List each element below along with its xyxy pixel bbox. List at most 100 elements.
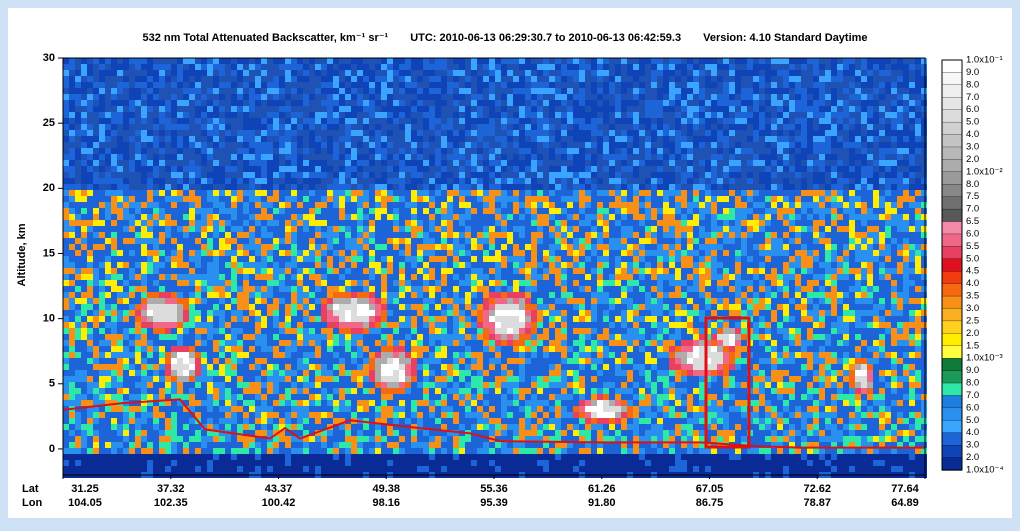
backscatter-cell bbox=[231, 166, 237, 172]
backscatter-cell bbox=[387, 196, 393, 202]
backscatter-cell bbox=[153, 244, 159, 250]
backscatter-cell bbox=[87, 178, 93, 184]
backscatter-cell bbox=[273, 196, 279, 202]
backscatter-cell bbox=[201, 166, 207, 172]
backscatter-cell bbox=[321, 376, 327, 382]
backscatter-cell bbox=[237, 280, 243, 286]
backscatter-cell bbox=[453, 130, 459, 136]
backscatter-cell bbox=[381, 334, 387, 340]
backscatter-cell bbox=[75, 88, 81, 94]
backscatter-cell bbox=[363, 304, 369, 310]
backscatter-cell bbox=[225, 172, 231, 178]
backscatter-cell bbox=[309, 106, 315, 112]
backscatter-cell bbox=[285, 316, 291, 322]
backscatter-cell bbox=[63, 112, 69, 118]
backscatter-cell bbox=[135, 388, 141, 394]
backscatter-cell bbox=[459, 118, 465, 124]
backscatter-cell bbox=[69, 430, 75, 436]
backscatter-cell bbox=[447, 76, 453, 82]
backscatter-cell bbox=[129, 268, 135, 274]
backscatter-cell bbox=[357, 304, 363, 310]
backscatter-cell bbox=[87, 436, 93, 442]
backscatter-cell bbox=[153, 430, 159, 436]
backscatter-cell bbox=[141, 310, 147, 316]
backscatter-cell bbox=[183, 328, 189, 334]
backscatter-cell bbox=[141, 358, 147, 364]
backscatter-cell bbox=[369, 148, 375, 154]
backscatter-cell bbox=[249, 160, 255, 166]
backscatter-cell bbox=[63, 58, 69, 64]
backscatter-cell bbox=[291, 184, 297, 190]
backscatter-cell bbox=[381, 88, 387, 94]
backscatter-cell bbox=[375, 196, 381, 202]
backscatter-cell bbox=[81, 322, 87, 328]
backscatter-cell bbox=[81, 64, 87, 70]
backscatter-cell bbox=[165, 196, 171, 202]
backscatter-cell bbox=[81, 160, 87, 166]
backscatter-cell bbox=[225, 286, 231, 292]
backscatter-cell bbox=[171, 112, 177, 118]
backscatter-cell bbox=[123, 298, 129, 304]
backscatter-cell bbox=[477, 238, 483, 244]
backscatter-cell bbox=[411, 406, 417, 412]
backscatter-cell bbox=[429, 142, 435, 148]
backscatter-cell bbox=[351, 262, 357, 268]
backscatter-cell bbox=[411, 448, 417, 454]
backscatter-cell bbox=[219, 274, 225, 280]
backscatter-cell bbox=[177, 298, 183, 304]
backscatter-cell bbox=[441, 250, 447, 256]
backscatter-cell bbox=[447, 88, 453, 94]
backscatter-cell bbox=[315, 166, 321, 172]
backscatter-cell bbox=[255, 184, 261, 190]
backscatter-cell bbox=[423, 352, 429, 358]
backscatter-cell bbox=[225, 160, 231, 166]
backscatter-cell bbox=[93, 298, 99, 304]
backscatter-cell bbox=[267, 256, 273, 262]
backscatter-cell bbox=[309, 190, 315, 196]
backscatter-cell bbox=[483, 190, 489, 196]
backscatter-cell bbox=[459, 178, 465, 184]
backscatter-cell bbox=[309, 76, 315, 82]
backscatter-cell bbox=[105, 466, 111, 472]
backscatter-cell bbox=[123, 250, 129, 256]
backscatter-cell bbox=[81, 358, 87, 364]
backscatter-cell bbox=[399, 286, 405, 292]
backscatter-cell bbox=[159, 346, 165, 352]
backscatter-cell bbox=[165, 292, 171, 298]
backscatter-cell bbox=[183, 424, 189, 430]
backscatter-cell bbox=[69, 88, 75, 94]
backscatter-cell bbox=[345, 298, 351, 304]
backscatter-cell bbox=[315, 244, 321, 250]
backscatter-cell bbox=[117, 466, 123, 472]
backscatter-cell bbox=[147, 310, 153, 316]
backscatter-cell bbox=[81, 466, 87, 472]
backscatter-cell bbox=[297, 148, 303, 154]
backscatter-cell bbox=[339, 364, 345, 370]
backscatter-cell bbox=[297, 220, 303, 226]
backscatter-cell bbox=[177, 454, 183, 460]
backscatter-cell bbox=[159, 358, 165, 364]
backscatter-cell bbox=[219, 442, 225, 448]
backscatter-cell bbox=[267, 358, 273, 364]
backscatter-cell bbox=[459, 460, 465, 466]
backscatter-cell bbox=[147, 106, 153, 112]
backscatter-cell bbox=[261, 106, 267, 112]
backscatter-cell bbox=[333, 352, 339, 358]
backscatter-cell bbox=[465, 100, 471, 106]
backscatter-cell bbox=[267, 292, 273, 298]
backscatter-cell bbox=[165, 166, 171, 172]
backscatter-cell bbox=[255, 166, 261, 172]
backscatter-cell bbox=[291, 136, 297, 142]
backscatter-cell bbox=[117, 364, 123, 370]
backscatter-cell bbox=[393, 322, 399, 328]
backscatter-cell bbox=[165, 304, 171, 310]
backscatter-cell bbox=[423, 358, 429, 364]
backscatter-cell bbox=[141, 184, 147, 190]
backscatter-cell bbox=[69, 208, 75, 214]
backscatter-cell bbox=[483, 298, 489, 304]
backscatter-cell bbox=[111, 418, 117, 424]
backscatter-cell bbox=[429, 100, 435, 106]
backscatter-cell bbox=[105, 364, 111, 370]
backscatter-cell bbox=[201, 448, 207, 454]
backscatter-cell bbox=[363, 412, 369, 418]
